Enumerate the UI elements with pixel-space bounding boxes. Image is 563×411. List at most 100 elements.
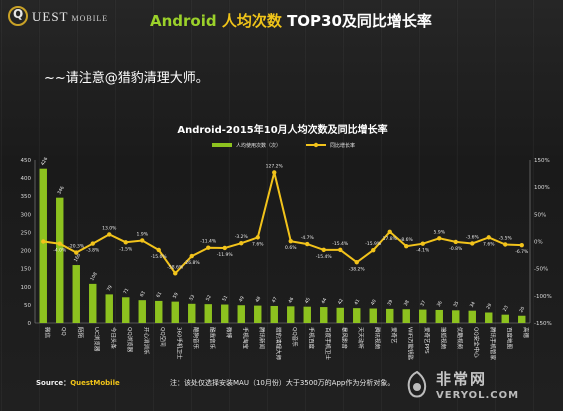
bar-value-label: 79 (106, 284, 114, 292)
growth-value-label: -15.4% (332, 241, 349, 247)
chart-title: Android-2015年10月人均次数及同比增长率 (177, 123, 387, 136)
page-title-part3: TOP30及同比增长率 (287, 12, 432, 30)
growth-point (371, 247, 376, 253)
growth-value-label: -11.4% (200, 239, 217, 245)
bar-value-label: 39 (386, 299, 394, 307)
bar (237, 305, 245, 323)
x-tick-label: QQ (60, 327, 66, 336)
y-right-tick-label: -100% (534, 294, 552, 300)
growth-value-label: -58.6% (167, 264, 184, 270)
watermark-url: VERYOL.COM (436, 390, 520, 401)
y-left-tick-label: 100 (21, 285, 32, 291)
growth-point (90, 241, 95, 246)
y-left-tick-label: 250 (21, 230, 32, 236)
bar-value-label: 47 (271, 296, 279, 304)
x-tick-label: 手机百度 (307, 327, 315, 350)
bar (303, 306, 311, 323)
y-left-tick-label: 450 (21, 158, 32, 164)
bar (105, 294, 113, 323)
page-title-part2: 人均次数 (221, 12, 288, 30)
x-tick-label: 微博 (225, 327, 233, 339)
growth-point (156, 247, 161, 253)
growth-value-label: -1.5% (119, 246, 133, 252)
bar-value-label: 346 (56, 185, 66, 196)
legend-label-line: 同比增长率 (330, 142, 355, 149)
x-tick-label: 爱奇艺 (390, 327, 398, 344)
bar (221, 304, 229, 323)
growth-value-label: -20.3% (68, 244, 85, 250)
growth-point (140, 238, 145, 243)
growth-value-label: -26.8% (184, 260, 201, 266)
growth-value-label: 17.8% (383, 236, 398, 242)
bar-value-label: 23 (502, 305, 510, 313)
x-tick-label: 高德 (522, 327, 530, 339)
x-tick-label: 酷我音乐 (208, 327, 216, 350)
x-tick-label: WiFi万能钥匙 (406, 327, 414, 361)
bar (369, 308, 377, 323)
y-right-tick-label: 100% (534, 185, 550, 191)
bar (419, 309, 427, 323)
x-tick-label: 天天动听 (357, 327, 365, 350)
bar (254, 305, 262, 323)
bar (501, 314, 509, 323)
logo-text: UEST MOBILE (32, 9, 108, 25)
growth-point (321, 247, 326, 253)
bar-value-label: 49 (238, 295, 246, 303)
footnote: 注：该处仅选择安装MAU（10月份）大于3500万的App作为分析对象。 (170, 379, 395, 387)
x-tick-label: QQ音乐 (291, 327, 299, 347)
growth-value-label: -3.8% (86, 248, 100, 254)
x-tick-label: 爱奇艺PPS (423, 327, 431, 354)
bar-value-label: 61 (155, 291, 163, 299)
growth-point (387, 229, 392, 235)
bar-value-label: 37 (419, 300, 427, 308)
growth-value-label: -4.0% (53, 248, 67, 254)
bar (188, 303, 196, 323)
growth-value-label: 5.9% (434, 229, 446, 235)
x-tick-label: 百度地图 (505, 327, 513, 350)
bar-value-label: 34 (469, 301, 477, 309)
x-tick-label: QQ空间 (159, 327, 167, 347)
y-left-tick-label: 400 (21, 176, 32, 182)
bar (39, 168, 47, 323)
growth-value-label: 1.9% (137, 231, 149, 237)
growth-value-label: -3.6% (466, 234, 480, 240)
bar-value-label: 44 (320, 297, 328, 305)
growth-point (354, 260, 359, 265)
growth-value-label: 7.6% (252, 241, 264, 247)
bar (270, 305, 278, 323)
bar-value-label: 35 (452, 300, 460, 308)
bar-value-label: 40 (370, 298, 378, 306)
bar-value-label: 38 (403, 299, 411, 307)
bar-value-label: 59 (172, 292, 180, 300)
y-right-tick-label: 150% (534, 158, 550, 164)
growth-value-label: -0.8% (449, 246, 463, 252)
bar-value-label: 63 (139, 290, 147, 298)
x-tick-label: UC浏览器 (93, 327, 101, 352)
growth-value-label: 7.6% (483, 241, 495, 247)
note-text: ~~请注意@猎豹清理大师。 (44, 71, 209, 86)
growth-value-label: -6.7% (515, 249, 529, 255)
growth-value-label: -38.2% (349, 266, 366, 272)
x-tick-label: 搜狐视频 (439, 327, 447, 350)
quest-mobile-logo: Q UEST MOBILE (8, 6, 158, 30)
legend-swatch-bar (212, 143, 232, 147)
bar-value-label: 42 (337, 298, 345, 306)
bar (468, 310, 476, 323)
bar (171, 301, 179, 323)
growth-value-label: -11.9% (217, 252, 234, 258)
legend-marker-line (313, 142, 319, 148)
bar (485, 312, 493, 323)
watermark-name: 非常网 (436, 370, 488, 388)
bar (518, 315, 526, 323)
bar (155, 300, 163, 323)
growth-value-label: -4.7% (301, 235, 315, 241)
bar (353, 308, 361, 323)
growth-point (41, 239, 46, 244)
bar (56, 197, 64, 323)
growth-value-label: -8.6% (400, 237, 414, 243)
growth-point (206, 245, 211, 250)
y-left-tick-label: 200 (21, 249, 32, 255)
page-title-part1: Android (150, 12, 222, 30)
bar (204, 304, 212, 323)
y-left-tick-label: 0 (28, 321, 32, 327)
